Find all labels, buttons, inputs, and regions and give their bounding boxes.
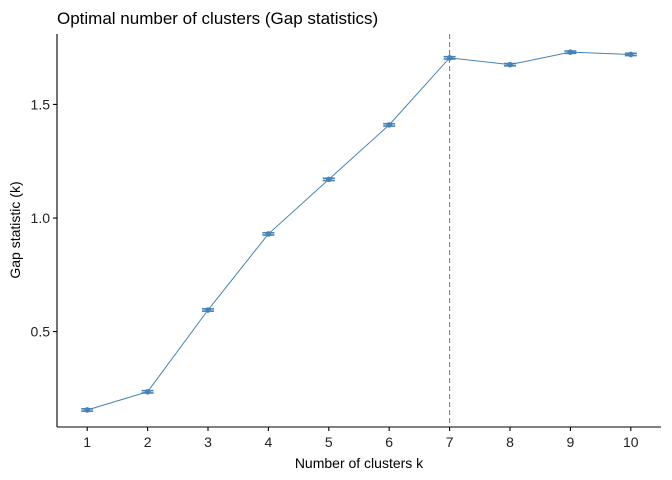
data-point <box>564 49 577 55</box>
x-tick-label: 3 <box>204 434 212 450</box>
data-point-marker <box>628 51 634 58</box>
data-point-marker <box>84 407 90 413</box>
data-point-marker <box>386 122 393 128</box>
data-point-marker <box>144 388 151 395</box>
x-tick-label: 2 <box>144 434 152 450</box>
y-tick-label: 1.0 <box>31 210 51 226</box>
data-point <box>322 176 335 183</box>
data-point-marker <box>567 49 574 55</box>
data-point-marker <box>326 176 332 183</box>
data-point <box>141 388 154 395</box>
data-point <box>202 307 214 313</box>
x-tick-label: 10 <box>623 434 639 450</box>
data-point <box>81 407 94 413</box>
x-tick-label: 6 <box>385 434 393 450</box>
x-tick-label: 5 <box>325 434 333 450</box>
y-tick-label: 1.5 <box>31 96 51 112</box>
data-point-marker <box>507 61 513 68</box>
data-point-marker <box>265 231 272 237</box>
chart-title: Optimal number of clusters (Gap statisti… <box>57 9 378 28</box>
x-axis-title: Number of clusters k <box>295 455 424 471</box>
y-axis-title: Gap statistic (k) <box>7 181 23 278</box>
x-tick-label: 9 <box>567 434 575 450</box>
x-tick-label: 7 <box>446 434 454 450</box>
data-point-marker <box>205 307 211 313</box>
plot-area: 0.5 1.0 1.5 1 2 3 4 5 6 7 8 9 10 <box>31 34 661 450</box>
data-point <box>383 122 396 128</box>
data-point <box>504 61 516 68</box>
data-point <box>624 51 637 58</box>
gap-statistic-line <box>87 51 631 411</box>
y-tick-label: 0.5 <box>31 324 51 340</box>
x-tick-label: 8 <box>506 434 514 450</box>
data-point <box>262 231 275 237</box>
x-tick-label: 1 <box>83 434 91 450</box>
data-point <box>443 55 456 61</box>
x-tick-label: 4 <box>265 434 273 450</box>
data-point-marker <box>446 55 453 61</box>
